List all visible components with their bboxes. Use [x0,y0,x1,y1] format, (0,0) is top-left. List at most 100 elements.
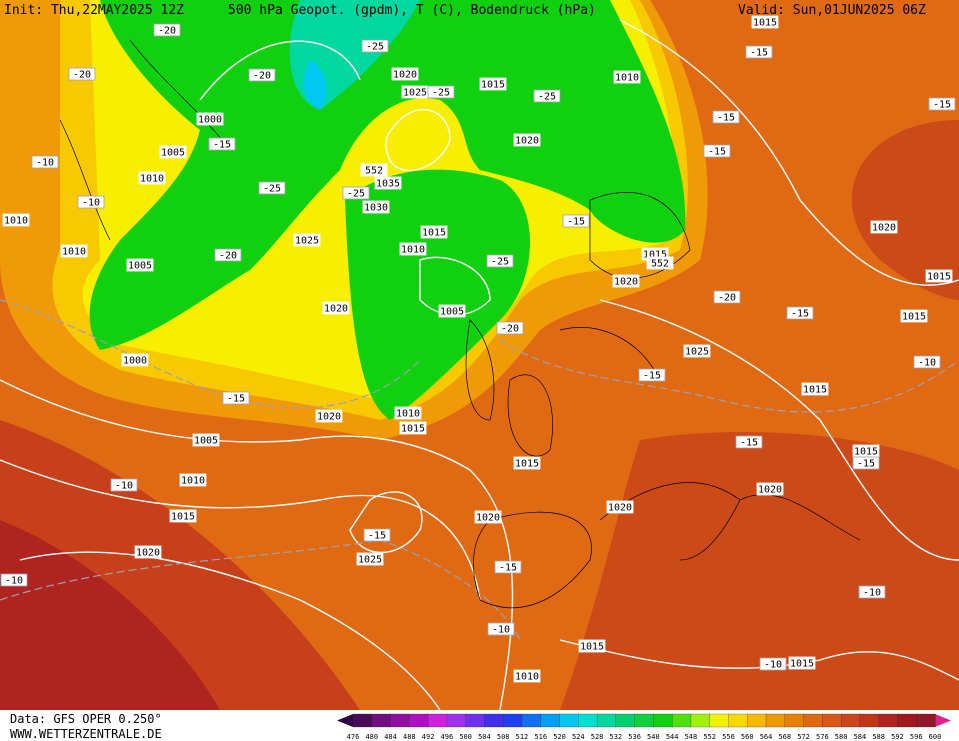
isobar-label: 1025 [295,236,319,247]
isobar-label-box [900,309,928,323]
isobar-label-box [60,244,88,258]
init-time: Init: Thu,22MAY2025 12Z [4,3,184,18]
isobars [0,19,959,711]
temperature-label-box [31,155,59,169]
temperature-label-box [533,89,561,103]
temperature-label-box [342,186,370,200]
temperature-label: -15 [708,147,726,158]
isobar-label: 1015 [902,312,926,323]
isobar-label-box [399,421,427,435]
isobar-label-box [169,509,197,523]
isobar-label-box [394,406,422,420]
colorbar-swatch [709,713,730,728]
isobar-label: 1015 [790,659,814,670]
temperature-label-box [562,214,590,228]
temperature-label-box [110,478,138,492]
temperature-label: -15 [740,438,758,449]
temperature-label-box [487,622,515,636]
colorbar-swatch [578,713,598,728]
colorbar-swatch [672,713,692,728]
isobar-label-box [438,304,466,318]
colorbar-swatch [615,713,636,728]
isobar-label: 1015 [422,228,446,239]
temperature-label-box [363,528,391,542]
isobar-label-box [293,233,321,247]
temperature-label: -10 [918,358,936,369]
isobar-label-box [870,220,898,234]
colorbar-swatch [521,713,542,728]
isobar-label: 1010 [181,476,205,487]
temperature-label: -20 [73,70,91,81]
isobar-label: 1010 [515,672,539,683]
colorbar-tick-label: 560 [741,733,754,741]
temperature-label-box [852,456,880,470]
isobar-label-box [513,133,541,147]
temperature-label-box [494,560,522,574]
colorbar-tick-label: 476 [347,733,360,741]
isobar-label-box [613,70,641,84]
temperature-label: -10 [863,588,881,599]
temperature-label-box [153,23,181,37]
temperature-label: -15 [791,309,809,320]
temperature-label: -15 [643,371,661,382]
colorbar-swatch [634,713,655,728]
colorbar-tick-label: 600 [929,733,942,741]
isobar-label: 1035 [376,179,400,190]
temperature-label: -25 [366,42,384,53]
temperature-label: -25 [491,257,509,268]
isobar-label-box [513,669,541,683]
isobar-label: 1020 [758,485,782,496]
colorbar-tick-label: 592 [891,733,904,741]
temperature-label: -20 [718,293,736,304]
isobar-label-box [751,15,779,29]
temperature-label-box [427,85,455,99]
isobar-label: 1000 [198,115,222,126]
isobar-label-box [362,200,390,214]
isobar-label: 1015 [927,272,951,283]
isobar-label: 1020 [136,548,160,559]
colorbar-swatch [765,713,786,728]
isobar-label-box [606,500,634,514]
colorbar-tick-label: 512 [516,733,529,741]
isobar-label-box [360,163,388,177]
colorbar-swatch [390,713,410,728]
colorbar-tick-label: 576 [816,733,829,741]
colorbar-tick-label: 588 [872,733,885,741]
isobar-label-box [179,473,207,487]
isobar-label: 1015 [803,385,827,396]
isobar-label: 1020 [872,223,896,234]
isobar-label: 552 [365,166,383,177]
isobar-label-box [121,353,149,367]
temperature-label: -10 [764,660,782,671]
colorbar-swatch [728,713,748,728]
data-source: Data: GFS OPER 0.250° [10,712,162,726]
isobar-label-box [612,274,640,288]
colorbar-tick-label: 552 [703,733,716,741]
temperature-label-box [913,355,941,369]
isobar-label: 1020 [614,277,638,288]
isobar-label-box [2,213,30,227]
isobar-label-box [578,639,606,653]
temperature-label: -15 [933,100,951,111]
colorbar-tick-label: 584 [854,733,867,741]
isobar-label: 1005 [128,261,152,272]
isobar-label: 1020 [515,136,539,147]
coastlines [59,39,861,609]
colorbar-tick-label: 544 [666,733,679,741]
temperature-label: -10 [115,481,133,492]
temperature-label: -10 [492,625,510,636]
temperature-label: -25 [263,184,281,195]
temperature-label-box [0,573,28,587]
colorbar-swatch [822,713,842,728]
isobar-label: 1020 [324,304,348,315]
isobar-label: 1015 [580,642,604,653]
temperature-label: -15 [857,459,875,470]
isobar-label-box [134,545,162,559]
isobar-label-box [315,409,343,423]
isobar-label-box [474,510,502,524]
temperature-label: -15 [227,394,245,405]
temperature-label: -15 [717,113,735,124]
isobar-label: 1025 [403,88,427,99]
isobar-label: 1010 [401,245,425,256]
isobar-label: 1025 [358,555,382,566]
